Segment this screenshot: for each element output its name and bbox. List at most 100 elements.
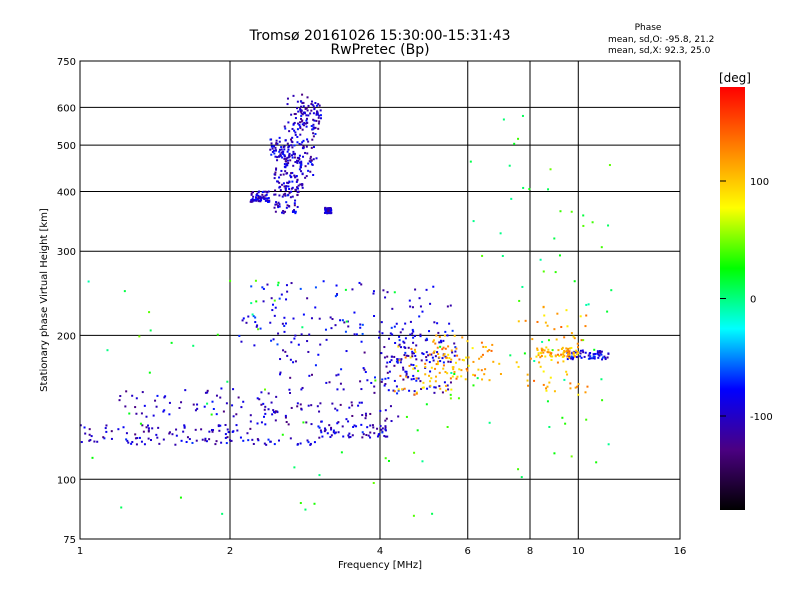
data-point bbox=[300, 333, 303, 336]
data-point bbox=[156, 436, 159, 439]
data-point bbox=[255, 196, 258, 199]
data-point bbox=[408, 364, 411, 367]
data-point bbox=[299, 117, 302, 120]
data-point bbox=[127, 441, 130, 444]
data-point bbox=[401, 328, 404, 331]
data-point bbox=[310, 317, 313, 320]
data-point bbox=[265, 443, 268, 446]
data-point bbox=[405, 415, 408, 418]
data-point bbox=[256, 198, 259, 201]
data-point bbox=[451, 375, 454, 378]
data-point bbox=[604, 356, 607, 359]
data-point bbox=[268, 199, 271, 202]
data-point bbox=[302, 139, 305, 142]
data-point bbox=[350, 401, 353, 404]
data-point bbox=[128, 412, 131, 415]
data-point bbox=[291, 210, 294, 213]
data-point bbox=[385, 417, 388, 420]
data-point bbox=[250, 302, 253, 305]
data-point bbox=[383, 434, 386, 437]
data-point bbox=[88, 433, 91, 436]
data-point bbox=[296, 160, 299, 163]
data-point bbox=[253, 344, 256, 347]
data-point bbox=[393, 325, 396, 328]
data-point bbox=[567, 354, 570, 357]
data-point bbox=[135, 397, 138, 400]
data-point bbox=[293, 466, 296, 469]
data-point bbox=[370, 381, 373, 384]
data-point bbox=[267, 438, 270, 441]
data-point bbox=[124, 405, 127, 408]
data-point bbox=[445, 356, 448, 359]
data-point bbox=[419, 305, 422, 308]
data-point bbox=[288, 205, 291, 208]
data-point bbox=[324, 328, 327, 331]
data-point bbox=[310, 109, 313, 112]
data-point bbox=[290, 187, 293, 190]
data-point bbox=[450, 349, 453, 352]
data-point bbox=[254, 279, 257, 282]
data-point bbox=[140, 440, 143, 443]
data-point bbox=[411, 352, 414, 355]
data-point bbox=[179, 496, 182, 499]
data-point bbox=[293, 156, 296, 159]
data-point bbox=[579, 352, 582, 355]
data-point bbox=[393, 379, 396, 382]
data-point bbox=[300, 143, 303, 146]
data-point bbox=[298, 121, 301, 124]
data-point bbox=[306, 340, 309, 343]
data-point bbox=[224, 433, 227, 436]
data-point bbox=[175, 434, 178, 437]
data-point bbox=[290, 113, 293, 116]
data-point bbox=[399, 374, 402, 377]
data-point bbox=[241, 319, 244, 322]
data-point bbox=[348, 406, 351, 409]
data-point bbox=[286, 159, 289, 162]
data-point bbox=[411, 328, 414, 331]
data-point bbox=[454, 346, 457, 349]
data-point bbox=[402, 366, 405, 369]
data-point bbox=[296, 141, 299, 144]
data-point bbox=[598, 354, 601, 357]
data-point bbox=[420, 359, 423, 362]
data-point bbox=[582, 214, 585, 217]
data-point bbox=[556, 353, 559, 356]
data-point bbox=[274, 193, 277, 196]
data-point bbox=[291, 171, 294, 174]
data-point bbox=[441, 391, 444, 394]
data-point bbox=[540, 349, 543, 352]
data-point bbox=[284, 192, 287, 195]
data-point bbox=[307, 441, 310, 444]
data-point bbox=[296, 443, 299, 446]
data-point bbox=[312, 105, 315, 108]
data-point bbox=[575, 356, 578, 359]
data-point bbox=[545, 389, 548, 392]
data-point bbox=[309, 161, 312, 164]
data-point bbox=[291, 127, 294, 130]
data-point bbox=[546, 324, 549, 327]
data-point bbox=[560, 353, 563, 356]
data-point bbox=[339, 382, 342, 385]
data-point bbox=[154, 399, 157, 402]
data-point bbox=[289, 176, 292, 179]
data-point bbox=[399, 331, 402, 334]
data-point bbox=[210, 413, 213, 416]
data-point bbox=[289, 138, 292, 141]
data-point bbox=[404, 356, 407, 359]
data-point bbox=[454, 350, 457, 353]
data-point bbox=[274, 306, 277, 309]
data-point bbox=[433, 391, 436, 394]
data-point bbox=[413, 393, 416, 396]
data-point bbox=[384, 383, 387, 386]
data-point bbox=[273, 152, 276, 155]
data-point bbox=[141, 391, 144, 394]
data-point bbox=[401, 388, 404, 391]
data-point bbox=[273, 149, 276, 152]
data-point bbox=[508, 164, 511, 167]
data-point bbox=[123, 290, 126, 293]
data-point bbox=[204, 437, 207, 440]
data-point bbox=[601, 399, 604, 402]
data-point bbox=[409, 333, 412, 336]
data-point bbox=[296, 190, 299, 193]
data-point bbox=[439, 360, 442, 363]
